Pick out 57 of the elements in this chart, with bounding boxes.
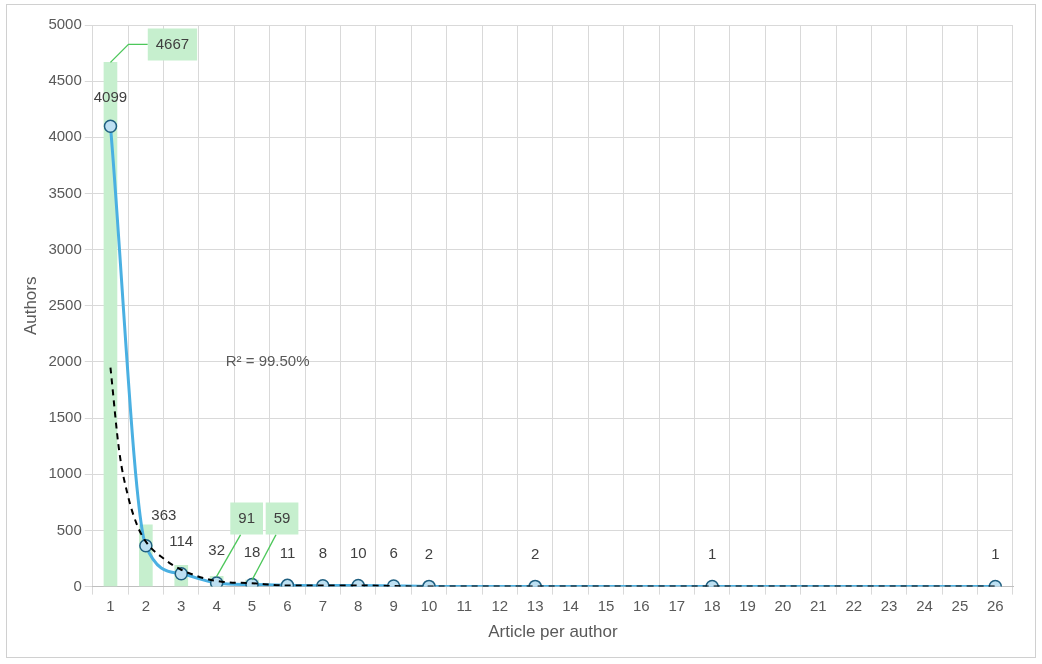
data-label: 2 bbox=[424, 544, 434, 562]
y-axis-title: Authors bbox=[20, 276, 40, 336]
x-tick-label: 15 bbox=[597, 596, 615, 614]
x-tick-label: 8 bbox=[354, 596, 363, 614]
x-tick-label: 14 bbox=[562, 596, 579, 614]
data-label: 11 bbox=[279, 543, 296, 561]
x-tick-label: 9 bbox=[389, 596, 398, 614]
x-tick-label: 13 bbox=[526, 596, 544, 614]
x-tick-label: 3 bbox=[177, 596, 186, 614]
y-tick-label: 4500 bbox=[48, 71, 82, 89]
x-tick-label: 21 bbox=[809, 596, 827, 614]
x-tick-label: 5 bbox=[247, 596, 257, 614]
data-label: 4099 bbox=[93, 88, 128, 106]
x-tick-label: 16 bbox=[633, 596, 650, 614]
data-label: 6 bbox=[389, 544, 398, 562]
data-label: 363 bbox=[151, 505, 177, 523]
x-tick-label: 6 bbox=[283, 596, 292, 614]
annotation: R² = 99.50% bbox=[225, 352, 310, 370]
data-label: 8 bbox=[318, 543, 327, 561]
x-tick-label: 25 bbox=[951, 596, 969, 614]
y-tick-label: 2500 bbox=[48, 295, 82, 313]
data-label: 18 bbox=[243, 542, 261, 560]
data-label: 59 bbox=[273, 508, 291, 526]
x-tick-label: 11 bbox=[456, 596, 473, 614]
y-tick-label: 0 bbox=[73, 576, 82, 594]
y-tick-label: 1000 bbox=[48, 464, 82, 482]
y-tick-label: 4000 bbox=[48, 127, 82, 145]
data-label: 1 bbox=[991, 544, 1000, 562]
x-tick-label: 26 bbox=[986, 596, 1004, 614]
x-tick-label: 23 bbox=[880, 596, 898, 614]
x-tick-label: 19 bbox=[739, 596, 756, 614]
x-tick-label: 4 bbox=[212, 596, 221, 614]
x-tick-label: 20 bbox=[774, 596, 792, 614]
x-tick-label: 2 bbox=[141, 596, 151, 614]
data-label: 32 bbox=[208, 541, 225, 559]
y-tick-label: 1500 bbox=[48, 408, 82, 426]
x-axis-title: Article per author bbox=[488, 622, 618, 642]
data-label: 10 bbox=[349, 543, 367, 561]
data-label: 91 bbox=[238, 508, 255, 526]
x-tick-label: 10 bbox=[420, 596, 438, 614]
data-label: 2 bbox=[531, 544, 540, 562]
data-label: 4667 bbox=[155, 34, 190, 52]
y-tick-label: 5000 bbox=[48, 15, 82, 33]
y-tick-label: 500 bbox=[56, 520, 82, 538]
data-label: 114 bbox=[169, 531, 194, 549]
x-tick-label: 18 bbox=[703, 596, 721, 614]
x-tick-label: 22 bbox=[845, 596, 863, 614]
y-tick-label: 3000 bbox=[48, 239, 82, 257]
x-tick-label: 7 bbox=[318, 596, 327, 614]
x-tick-label: 17 bbox=[668, 596, 686, 614]
x-tick-label: 24 bbox=[916, 596, 933, 614]
y-tick-label: 2000 bbox=[48, 352, 82, 370]
x-tick-label: 12 bbox=[491, 596, 509, 614]
x-tick-label: 1 bbox=[106, 596, 115, 614]
y-tick-label: 3500 bbox=[48, 183, 82, 201]
data-label: 1 bbox=[707, 544, 717, 562]
chart-frame: Article per author Authors 1 2 3 4 5 6 7 8 9 10 11 12 13 14 15 16 17 18 19 20 21 22 23 24 25 26 0 500 1000 1500 2000 2500 3000 3500 4000 4500 5000 4667 91 59 4099 363 114 32 18 11 8 10 6 2 2 1 1 R² = 99.50% bbox=[6, 4, 1036, 658]
